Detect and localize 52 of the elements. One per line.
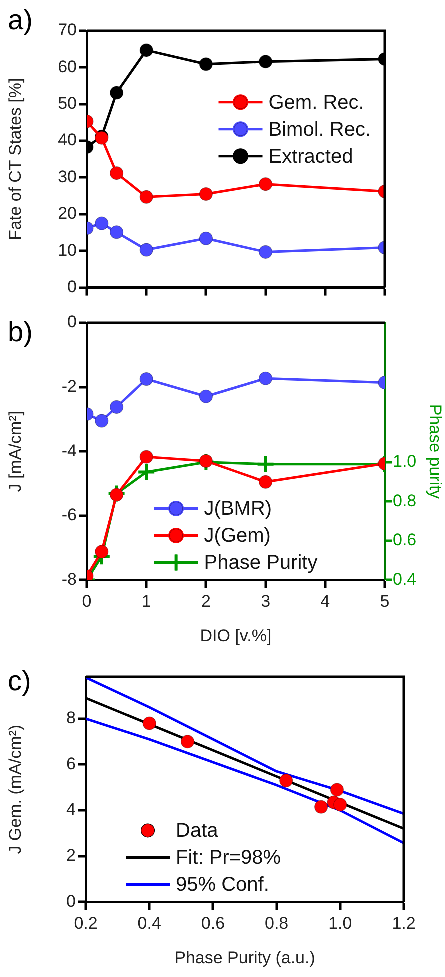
y2-tick-label: 0.6 [393,530,417,550]
y-tick-label: 2 [66,846,76,866]
y2-tick-label: 1.0 [393,452,417,472]
legend-label: J(Gem) [204,525,271,548]
y-tick-label: 50 [58,94,77,114]
x-tick-label: 0 [82,592,92,612]
x-axis-title: DIO [v.%] [200,626,272,646]
y-tick-label: 4 [66,800,76,820]
x-tick-label: 5 [380,592,390,612]
x-tick-label: 4 [320,592,330,612]
x-tick-label: 0.4 [138,914,162,934]
legend-label: Phase Purity [204,552,318,574]
y-tick-label: 8 [66,708,76,728]
y-tick-label: 60 [58,57,77,76]
x-tick-label: 0.2 [74,914,98,934]
y-tick-label: -6 [62,506,77,525]
x-tick-label: 1.2 [392,914,416,934]
legend-label: J(BMR) [204,498,272,520]
legend-label: Gem. Rec. [268,92,364,114]
x-axis-title: Phase Purity (a.u.) [174,948,316,968]
y-tick-label: 70 [58,20,77,40]
x-tick-label: 1 [142,592,152,612]
legend-label: Extracted [268,146,354,168]
y-tick-label: 0 [68,277,77,296]
y-tick-label: 20 [58,204,77,224]
y-tick-label: 6 [66,754,76,774]
chart-title: b) [8,316,33,348]
legend-label: Data [176,820,220,842]
y-tick-label: -8 [62,570,77,589]
x-tick-label: 0.8 [264,914,289,934]
y-tick-label: 30 [58,167,77,186]
x-tick-label: 2 [201,592,211,612]
y2-tick-label: 0.8 [393,491,417,510]
y-tick-label: -2 [62,376,77,396]
y2-tick-label: 0.4 [393,570,417,589]
y-axis-title: J [mA/cm²] [6,410,25,492]
y2-axis-title: Phase purity [426,404,445,500]
x-tick-label: 1.0 [328,914,352,934]
y-axis-title: Fate of CT States [%] [6,78,25,240]
y-tick-label: -4 [62,441,77,460]
legend-label: 95% Conf. [176,874,270,896]
legend-label: Fit: Pr=98% [176,847,282,870]
y-tick-label: 0 [68,312,77,332]
y-tick-label: 10 [58,240,77,260]
x-tick-label: 0.6 [201,914,226,934]
y-axis-title: J Gem. (mA/cm²) [6,724,25,854]
y-tick-label: 40 [58,130,77,150]
chart-title: a) [8,4,33,36]
x-tick-label: 3 [261,592,271,612]
chart-title: c) [8,666,32,697]
y-tick-label: 0 [66,892,76,911]
legend-label: Bimol. Rec. [268,118,372,141]
